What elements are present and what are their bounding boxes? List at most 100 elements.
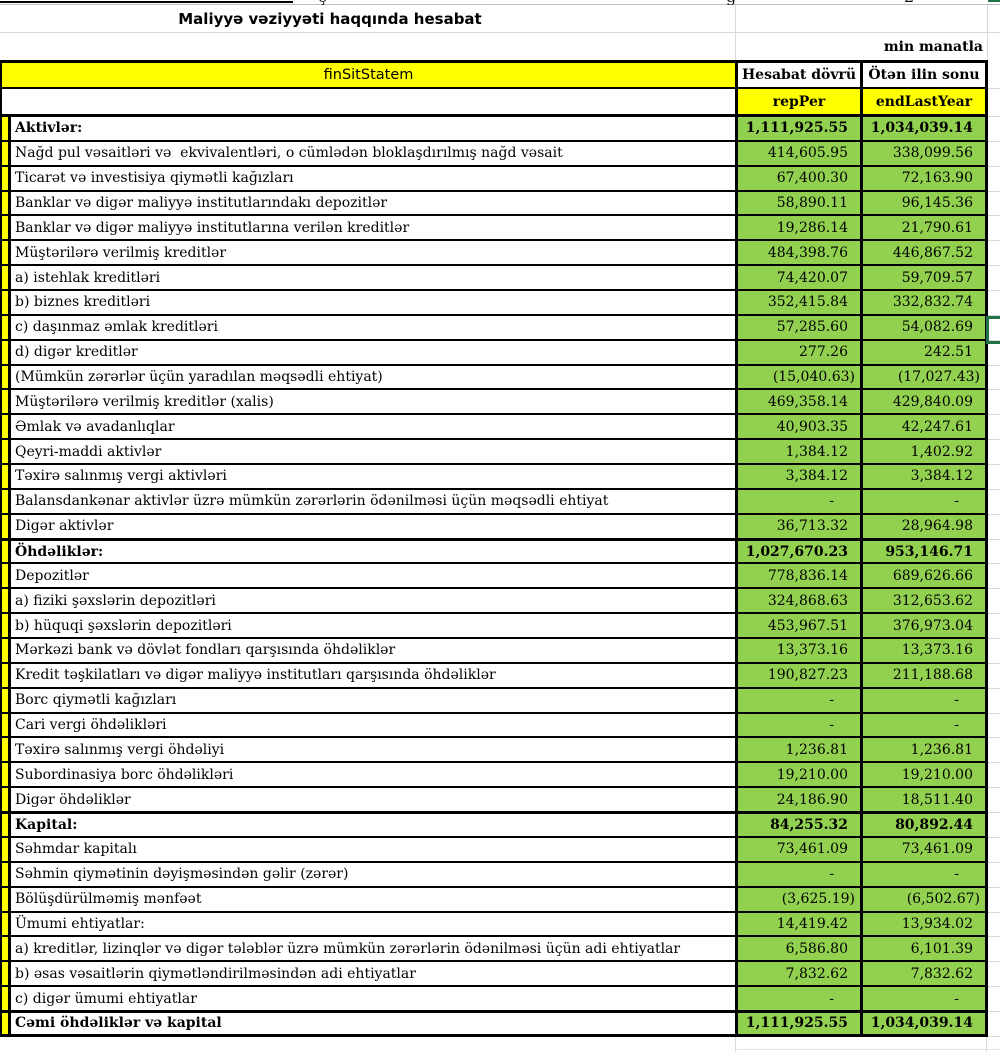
- row-label-cell[interactable]: Səhmin qiymətinin dəyişməsindən gəlir (z…: [11, 862, 738, 888]
- row-label-cell[interactable]: Səhmdar kapitalı: [11, 837, 738, 863]
- row-label-cell[interactable]: Kapital:: [11, 813, 738, 838]
- row-label-cell[interactable]: Əmlak və avadanlıqlar: [11, 415, 738, 441]
- row-label-cell[interactable]: Qeyri-maddi aktivlər: [11, 440, 738, 466]
- unit-note[interactable]: min manatla: [883, 38, 983, 55]
- header-cell-end-last-year[interactable]: Ötən ilin sonu: [863, 60, 988, 89]
- value-cell-reporting-period[interactable]: 1,236.81: [738, 738, 863, 764]
- value-cell-end-last-year[interactable]: 13,373.16: [863, 639, 988, 664]
- value-cell-end-last-year[interactable]: -: [863, 862, 988, 888]
- value-cell-reporting-period[interactable]: 484,398.76: [738, 241, 863, 267]
- row-label-cell[interactable]: Balansdankənar aktivlər üzrə mümkün zərə…: [11, 489, 738, 515]
- value-cell-end-last-year[interactable]: -: [863, 713, 988, 739]
- value-cell-reporting-period[interactable]: 74,420.07: [738, 266, 863, 292]
- value-cell-reporting-period[interactable]: 19,210.00: [738, 763, 863, 789]
- value-cell-end-last-year[interactable]: 19,210.00: [863, 763, 988, 789]
- header-cell-reporting-period[interactable]: Hesabat dövrü: [738, 60, 863, 89]
- value-cell-reporting-period[interactable]: 19,286.14: [738, 216, 863, 242]
- value-cell-reporting-period[interactable]: (3,625.19): [738, 887, 863, 913]
- value-cell-reporting-period[interactable]: 73,461.09: [738, 837, 863, 863]
- value-cell-reporting-period[interactable]: 14,419.42: [738, 912, 863, 938]
- value-cell-end-last-year[interactable]: (17,027.43): [863, 365, 988, 391]
- value-cell-end-last-year[interactable]: 1,034,039.14: [863, 117, 988, 142]
- value-cell-reporting-period[interactable]: 1,111,925.55: [738, 1011, 863, 1037]
- row-label-cell[interactable]: Borc qiymətli kağızları: [11, 688, 738, 714]
- value-cell-end-last-year[interactable]: (6,502.67): [863, 887, 988, 913]
- row-label-cell[interactable]: b) biznes kreditləri: [11, 291, 738, 316]
- value-cell-end-last-year[interactable]: 28,964.98: [863, 514, 988, 540]
- value-cell-end-last-year[interactable]: 18,511.40: [863, 788, 988, 814]
- value-cell-reporting-period[interactable]: 453,967.51: [738, 614, 863, 640]
- row-label-cell[interactable]: Müştərilərə verilmiş kreditlər: [11, 241, 738, 267]
- value-cell-end-last-year[interactable]: 242.51: [863, 340, 988, 366]
- value-cell-reporting-period[interactable]: 1,384.12: [738, 440, 863, 466]
- value-cell-end-last-year[interactable]: 80,892.44: [863, 813, 988, 838]
- value-cell-end-last-year[interactable]: 429,840.09: [863, 390, 988, 416]
- value-cell-reporting-period[interactable]: 36,713.32: [738, 514, 863, 540]
- row-label-cell[interactable]: Banklar və digər maliyyə institutlarına …: [11, 216, 738, 242]
- value-cell-reporting-period[interactable]: 324,868.63: [738, 589, 863, 615]
- value-cell-end-last-year[interactable]: 446,867.52: [863, 241, 988, 267]
- value-cell-end-last-year[interactable]: -: [863, 987, 988, 1012]
- value-cell-reporting-period[interactable]: 778,836.14: [738, 564, 863, 590]
- value-cell-end-last-year[interactable]: 54,082.69: [863, 315, 988, 341]
- row-label-cell[interactable]: Subordinasiya borc öhdəlikləri: [11, 763, 738, 789]
- row-label-cell[interactable]: Aktivlər:: [11, 117, 738, 142]
- value-cell-reporting-period[interactable]: 7,832.62: [738, 962, 863, 988]
- row-label-cell[interactable]: a) fiziki şəxslərin depozitləri: [11, 589, 738, 615]
- value-cell-end-last-year[interactable]: 376,973.04: [863, 614, 988, 640]
- row-label-cell[interactable]: Kredit təşkilatları və digər maliyyə ins…: [11, 663, 738, 689]
- value-cell-reporting-period[interactable]: -: [738, 987, 863, 1012]
- value-cell-reporting-period[interactable]: 1,027,670.23: [738, 539, 863, 565]
- row-label-cell[interactable]: Mərkəzi bank və dövlət fondları qarşısın…: [11, 639, 738, 664]
- row-label-cell[interactable]: Cəmi öhdəliklər və kapital: [11, 1011, 738, 1037]
- value-cell-reporting-period[interactable]: 1,111,925.55: [738, 117, 863, 142]
- value-cell-end-last-year[interactable]: 953,146.71: [863, 539, 988, 565]
- value-cell-reporting-period[interactable]: 67,400.30: [738, 166, 863, 192]
- value-cell-reporting-period[interactable]: 277.26: [738, 340, 863, 366]
- value-cell-end-last-year[interactable]: 72,163.90: [863, 166, 988, 192]
- value-cell-end-last-year[interactable]: 338,099.56: [863, 141, 988, 167]
- value-cell-reporting-period[interactable]: 84,255.32: [738, 813, 863, 838]
- value-cell-end-last-year[interactable]: -: [863, 688, 988, 714]
- value-cell-end-last-year[interactable]: 312,653.62: [863, 589, 988, 615]
- row-label-cell[interactable]: Ticarət və investisiya qiymətli kağızlar…: [11, 166, 738, 192]
- row-label-cell[interactable]: b) əsas vəsaitlərin qiymətləndirilməsind…: [11, 962, 738, 988]
- row-label-cell[interactable]: Depozitlər: [11, 564, 738, 590]
- value-cell-end-last-year[interactable]: 59,709.57: [863, 266, 988, 292]
- value-cell-end-last-year[interactable]: 13,934.02: [863, 912, 988, 938]
- row-label-cell[interactable]: d) digər kreditlər: [11, 340, 738, 366]
- value-cell-end-last-year[interactable]: 211,188.68: [863, 663, 988, 689]
- row-label-cell[interactable]: Təxirə salınmış vergi öhdəliyi: [11, 738, 738, 764]
- row-label-cell[interactable]: (Mümkün zərərlər üçün yaradılan məqsədli…: [11, 365, 738, 391]
- value-cell-reporting-period[interactable]: -: [738, 489, 863, 515]
- row-label-cell[interactable]: Digər aktivlər: [11, 514, 738, 540]
- value-cell-reporting-period[interactable]: 57,285.60: [738, 315, 863, 341]
- row-label-cell[interactable]: Nağd pul vəsaitləri və ekvivalentləri, o…: [11, 141, 738, 167]
- row-label-cell[interactable]: Müştərilərə verilmiş kreditlər (xalis): [11, 390, 738, 416]
- row-label-cell[interactable]: Bölüşdürülməmiş mənfəət: [11, 887, 738, 913]
- row-label-cell[interactable]: a) istehlak kreditləri: [11, 266, 738, 292]
- selected-cell-outline[interactable]: [986, 316, 1000, 344]
- value-cell-reporting-period[interactable]: 24,186.90: [738, 788, 863, 814]
- value-cell-end-last-year[interactable]: 1,402.92: [863, 440, 988, 466]
- code-cell-repper[interactable]: repPer: [738, 89, 863, 117]
- value-cell-reporting-period[interactable]: -: [738, 713, 863, 739]
- value-cell-end-last-year[interactable]: 689,626.66: [863, 564, 988, 590]
- value-cell-reporting-period[interactable]: 190,827.23: [738, 663, 863, 689]
- row-label-cell[interactable]: Banklar və digər maliyyə institutlarında…: [11, 191, 738, 217]
- row-label-cell[interactable]: Cari vergi öhdəlikləri: [11, 713, 738, 739]
- value-cell-reporting-period[interactable]: 40,903.35: [738, 415, 863, 441]
- row-label-cell[interactable]: c) daşınmaz əmlak kreditləri: [11, 315, 738, 341]
- value-cell-end-last-year[interactable]: -: [863, 489, 988, 515]
- row-label-cell[interactable]: a) kreditlər, lizinqlər və digər tələblə…: [11, 937, 738, 963]
- row-label-cell[interactable]: Öhdəliklər:: [11, 539, 738, 565]
- header-cell-statement-name[interactable]: finSitStatem: [0, 60, 738, 89]
- code-cell-endlastyear[interactable]: endLastYear: [863, 89, 988, 117]
- value-cell-end-last-year[interactable]: 21,790.61: [863, 216, 988, 242]
- value-cell-reporting-period[interactable]: -: [738, 862, 863, 888]
- report-title[interactable]: Maliyyə vəziyyəti haqqında hesabat: [178, 9, 482, 28]
- value-cell-reporting-period[interactable]: 469,358.14: [738, 390, 863, 416]
- value-cell-end-last-year[interactable]: 1,034,039.14: [863, 1011, 988, 1037]
- row-label-cell[interactable]: Təxirə salınmış vergi aktivləri: [11, 465, 738, 490]
- value-cell-end-last-year[interactable]: 96,145.36: [863, 191, 988, 217]
